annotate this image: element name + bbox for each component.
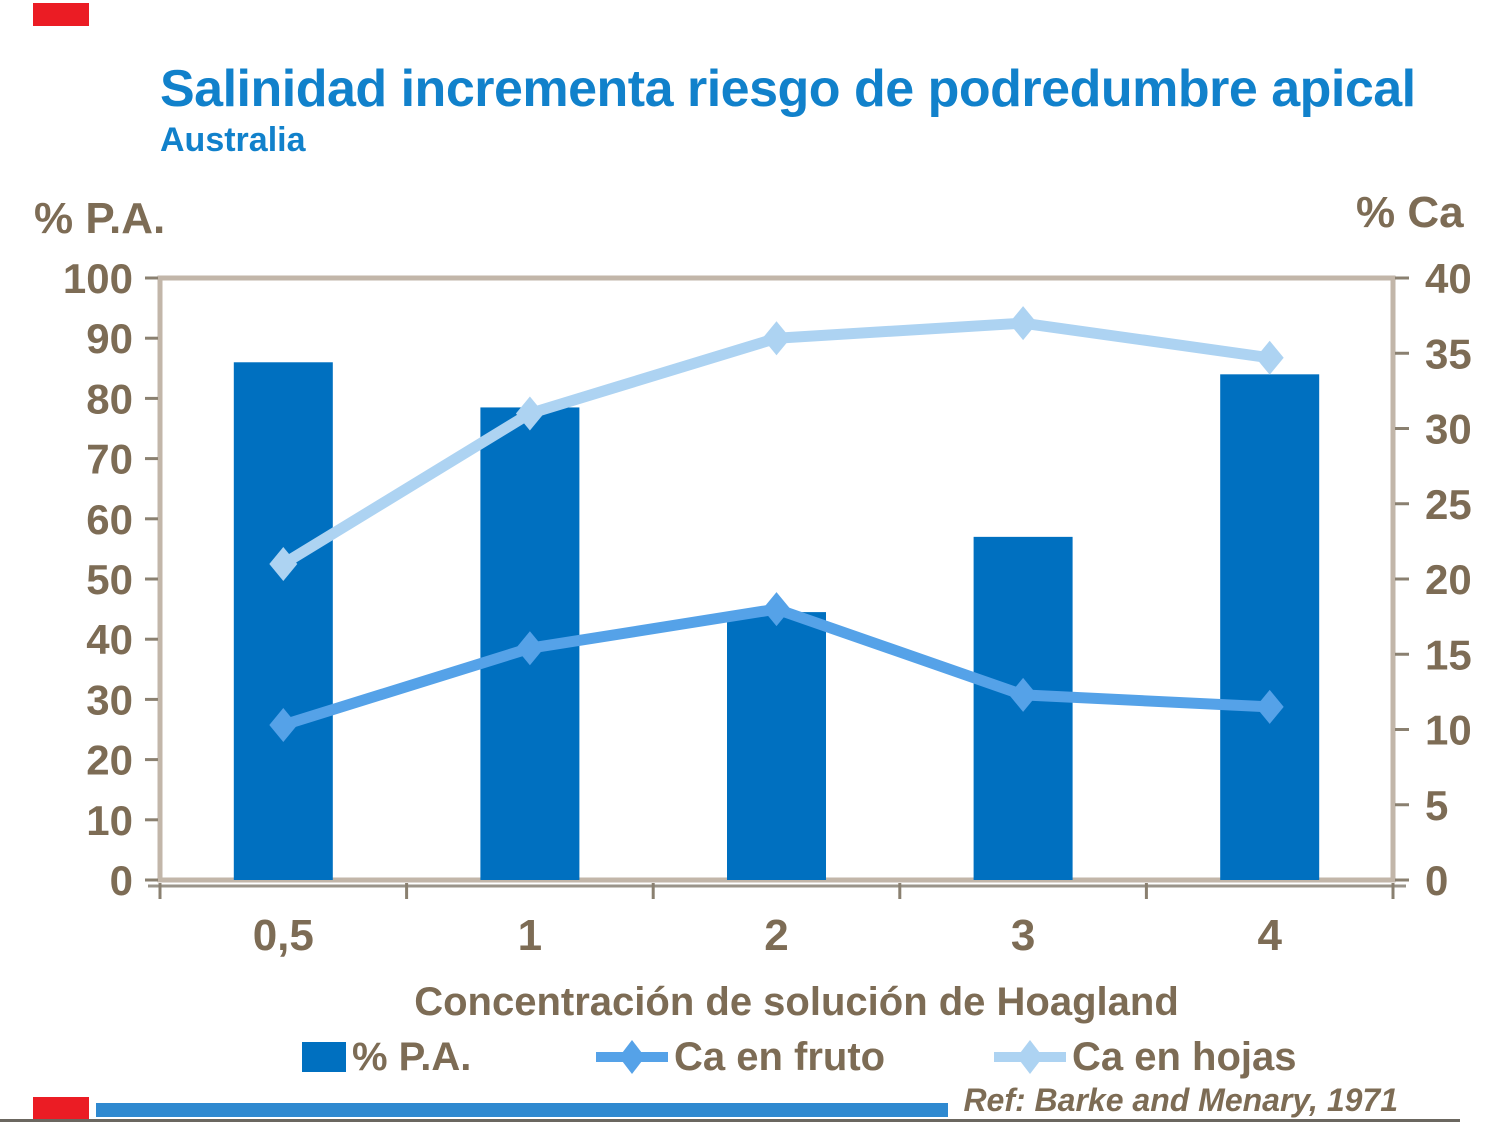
svg-text:80: 80 bbox=[86, 375, 133, 422]
line-diamond-icon-fruto bbox=[596, 1040, 668, 1074]
reference-note: Ref: Barke and Menary, 1971 bbox=[963, 1082, 1398, 1118]
svg-text:30: 30 bbox=[1425, 406, 1472, 453]
svg-text:0: 0 bbox=[1425, 857, 1448, 904]
svg-text:15: 15 bbox=[1425, 631, 1472, 678]
svg-text:100: 100 bbox=[63, 255, 133, 302]
svg-text:35: 35 bbox=[1425, 330, 1472, 377]
svg-text:40: 40 bbox=[1425, 255, 1472, 302]
slide-title: Salinidad incrementa riesgo de podredumb… bbox=[160, 60, 1416, 118]
legend-item-pa: % P.A. bbox=[302, 1034, 471, 1080]
svg-text:25: 25 bbox=[1425, 481, 1472, 528]
left-axis-title: % P.A. bbox=[34, 194, 166, 243]
svg-text:10: 10 bbox=[1425, 707, 1472, 754]
line-diamond-icon-hojas bbox=[994, 1040, 1066, 1074]
svg-text:0: 0 bbox=[110, 857, 133, 904]
svg-text:0,5: 0,5 bbox=[253, 911, 314, 960]
svg-text:2: 2 bbox=[764, 911, 788, 960]
svg-text:3: 3 bbox=[1011, 911, 1035, 960]
svg-text:70: 70 bbox=[86, 436, 133, 483]
x-axis-label: Concentración de solución de Hoagland bbox=[414, 980, 1179, 1024]
legend-label-pa: % P.A. bbox=[352, 1034, 472, 1079]
svg-text:1: 1 bbox=[518, 911, 542, 960]
svg-text:50: 50 bbox=[86, 556, 133, 603]
svg-text:10: 10 bbox=[86, 797, 133, 844]
legend-label-hojas: Ca en hojas bbox=[1072, 1034, 1297, 1079]
svg-text:20: 20 bbox=[86, 737, 133, 784]
right-axis-title: % Ca bbox=[1356, 188, 1464, 237]
svg-text:90: 90 bbox=[86, 315, 133, 362]
svg-text:5: 5 bbox=[1425, 782, 1448, 829]
bottom-left-red-rect bbox=[33, 1097, 89, 1120]
svg-text:4: 4 bbox=[1257, 911, 1282, 960]
legend-item-hojas: Ca en hojas bbox=[994, 1034, 1297, 1080]
bar-swatch-icon bbox=[302, 1042, 346, 1072]
slide-subtitle: Australia bbox=[160, 121, 306, 159]
svg-text:30: 30 bbox=[86, 676, 133, 723]
top-left-red-rect bbox=[33, 3, 89, 26]
legend-item-fruto: Ca en fruto bbox=[596, 1034, 885, 1080]
svg-text:60: 60 bbox=[86, 496, 133, 543]
footer-rule-line bbox=[0, 1119, 1460, 1122]
footer-blue-bar bbox=[96, 1103, 948, 1117]
svg-text:20: 20 bbox=[1425, 556, 1472, 603]
legend-label-fruto: Ca en fruto bbox=[674, 1034, 886, 1079]
svg-text:40: 40 bbox=[86, 616, 133, 663]
